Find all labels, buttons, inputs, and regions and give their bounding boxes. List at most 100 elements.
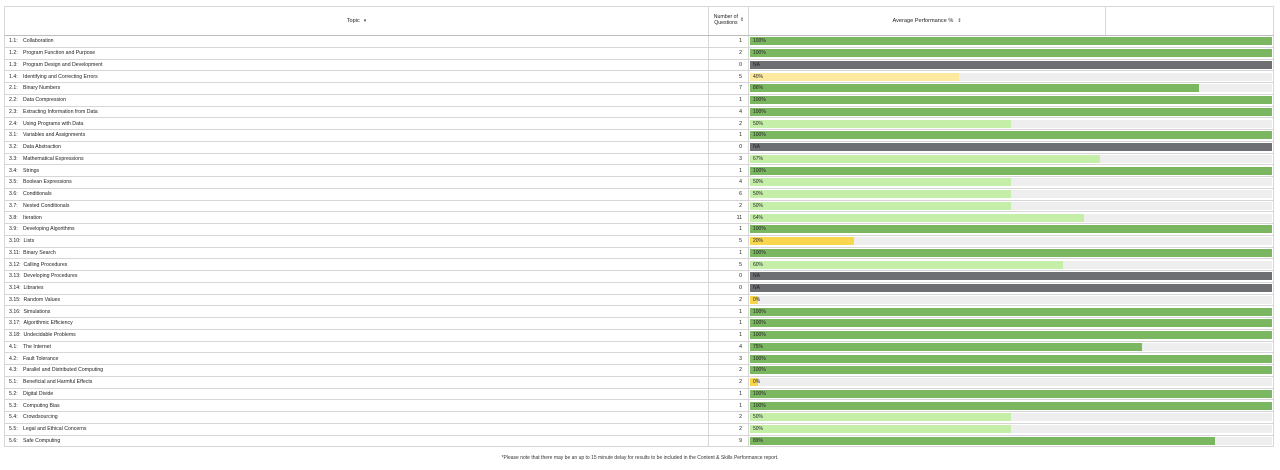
performance-cell: 100% (749, 400, 1273, 411)
topic-code: 5.4: (9, 414, 18, 421)
table-row: 2.1: Binary Numbers 7 86% (5, 83, 1273, 95)
table-row: 3.7: Nested Conditionals 2 50% (5, 200, 1273, 213)
performance-bar-fill (750, 413, 1011, 422)
table-row: 3.12: Calling Procedures 5 60% (5, 259, 1273, 271)
topic-name: Program Function and Purpose (23, 50, 96, 57)
topic-name: Data Compression (23, 97, 66, 104)
performance-column-header[interactable]: Average Performance % ⇕ (749, 7, 1273, 35)
question-count: 1 (709, 306, 749, 317)
performance-bar-track: 100% (750, 107, 1272, 116)
performance-percent: 20% (753, 238, 764, 245)
topic-code: 3.12: (9, 261, 21, 268)
topic-name: Simulations (23, 308, 51, 315)
table-row: 3.15: Random Values 2 0% (5, 294, 1273, 307)
table-row: 3.1: Variables and Assignments 1 100% (5, 130, 1273, 142)
performance-cell: 100% (749, 318, 1273, 329)
performance-bar-track: 75% (750, 342, 1272, 351)
performance-bar-track: 50% (750, 413, 1272, 422)
table-row: 5.6: Safe Computing 9 89% (5, 435, 1273, 448)
topic-code: 5.6: (9, 437, 18, 444)
performance-cell: 100% (749, 353, 1273, 364)
performance-bar-fill (750, 60, 1272, 69)
topic-cell: 4.2: Fault Tolerance (5, 353, 709, 364)
performance-cell: 100% (749, 389, 1273, 400)
question-count: 1 (709, 329, 749, 341)
sort-updown-icon[interactable]: ⇕ (739, 17, 745, 24)
topic-name: Algorithmic Efficiency (23, 320, 73, 327)
performance-bar-track: 100% (750, 166, 1272, 175)
topic-header-label: Topic (346, 18, 360, 24)
performance-cell: 89% (749, 436, 1273, 447)
performance-cell: 0% (749, 377, 1273, 388)
topic-code: 3.11: (9, 249, 21, 256)
topic-code: 3.7: (9, 202, 18, 209)
topic-code: 3.4: (9, 167, 18, 174)
performance-percent: 100% (753, 226, 766, 233)
performance-percent: 50% (753, 191, 764, 198)
performance-percent: 0% (753, 379, 761, 386)
topic-code: 5.3: (9, 402, 18, 409)
table-row: 3.10: Lists 5 20% (5, 235, 1273, 248)
topic-code: 3.3: (9, 155, 18, 162)
topic-code: 3.10: (9, 238, 21, 245)
topic-code: 2.4: (9, 120, 18, 127)
question-count: 2 (709, 200, 749, 212)
topic-cell: 1.2: Program Function and Purpose (5, 47, 709, 59)
topic-name: Boolean Expressions (23, 179, 72, 186)
topic-name: Fault Tolerance (23, 355, 59, 362)
topic-code: 3.1: (9, 132, 18, 139)
caret-down-icon[interactable]: ▾ (363, 18, 367, 24)
performance-bar-fill (750, 331, 1272, 340)
performance-cell: 60% (749, 259, 1273, 270)
performance-percent: 100% (753, 38, 766, 45)
table-row: 3.14: Libraries 0 NA (5, 282, 1273, 295)
questions-column-header[interactable]: Number of Questions ⇕ (709, 7, 749, 35)
delay-footnote: *Please note that there may be an up to … (501, 455, 779, 461)
performance-bar-fill (750, 425, 1011, 434)
performance-percent: 100% (753, 108, 766, 115)
performance-bar-track: 100% (750, 366, 1272, 375)
performance-percent: 86% (753, 85, 764, 92)
topic-code: 1.3: (9, 61, 18, 68)
topic-cell: 1.4: Identifying and Correcting Errors (5, 71, 709, 82)
performance-cell: 100% (749, 306, 1273, 317)
topic-code: 1.4: (9, 73, 18, 80)
topic-code: 3.2: (9, 144, 18, 151)
topic-code: 1.2: (9, 50, 18, 57)
performance-bar-track: 100% (750, 96, 1272, 105)
topic-name: Conditionals (23, 191, 52, 198)
performance-bar-fill (750, 201, 1011, 210)
performance-bar-fill (750, 389, 1272, 398)
topic-cell: 5.1: Beneficial and Harmful Effects (5, 376, 709, 388)
topic-name: Developing Algorithms (23, 226, 75, 233)
question-count: 2 (709, 47, 749, 59)
topic-code: 3.14: (9, 285, 21, 292)
table-row: 4.1: The Internet 4 75% (5, 341, 1273, 354)
topic-name: Iteration (23, 214, 42, 221)
performance-percent: NA (753, 144, 760, 151)
table-row: 3.9: Developing Algorithms 1 100% (5, 224, 1273, 236)
topic-cell: 3.15: Random Values (5, 294, 709, 306)
performance-cell: NA (749, 142, 1273, 153)
table-row: 3.6: Conditionals 6 50% (5, 188, 1273, 201)
topic-cell: 3.11: Binary Search (5, 247, 709, 259)
sort-updown-icon[interactable]: ⇕ (957, 18, 962, 24)
performance-table: Topic ▾ Number of Questions ⇕ Average Pe… (4, 6, 1274, 448)
performance-percent: NA (753, 273, 760, 280)
question-count: 3 (709, 353, 749, 364)
topic-cell: 3.4: Strings (5, 165, 709, 176)
performance-bar-track: 100% (750, 131, 1272, 140)
topic-code: 4.1: (9, 343, 18, 350)
question-count: 1 (709, 165, 749, 176)
performance-bar-track: 40% (750, 72, 1272, 81)
performance-cell: 75% (749, 342, 1273, 353)
table-row: 5.3: Computing Bias 1 100% (5, 400, 1273, 412)
performance-bar-fill (750, 119, 1011, 128)
topic-code: 2.1: (9, 85, 18, 92)
performance-percent: 50% (753, 120, 764, 127)
topic-name: Beneficial and Harmful Effects (23, 379, 93, 386)
topic-column-header[interactable]: Topic ▾ (5, 7, 709, 35)
performance-bar-fill (750, 366, 1272, 375)
topic-name: Nested Conditionals (23, 202, 70, 209)
topic-cell: 3.12: Calling Procedures (5, 259, 709, 270)
